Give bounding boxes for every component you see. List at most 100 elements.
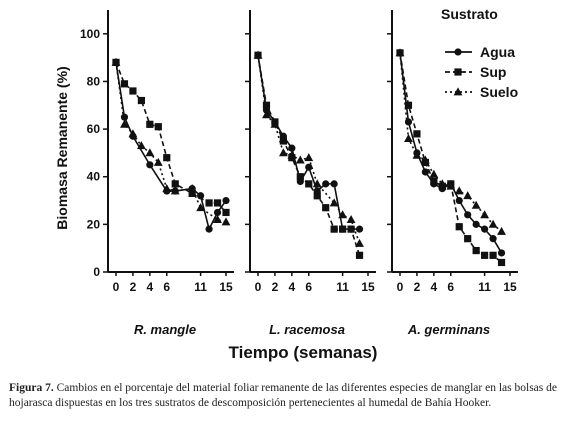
data-point: [322, 204, 330, 212]
y-tick-label: 60: [87, 122, 101, 136]
figure-caption: Figura 7. Cambios en el porcentaje del m…: [9, 381, 569, 411]
series-suelo: [111, 57, 231, 226]
data-point: [128, 129, 138, 138]
y-tick-label: 20: [87, 217, 101, 231]
x-tick-label: 4: [431, 280, 438, 294]
data-point: [355, 238, 364, 247]
x-tick-label: 0: [255, 280, 262, 294]
panel-3: 0 2 4 6 11 15 A. germinans: [387, 10, 518, 337]
y-tick-label: 40: [87, 170, 101, 184]
series-agua: [254, 51, 364, 233]
data-point: [454, 186, 464, 195]
data-point: [262, 101, 271, 109]
data-point: [222, 196, 230, 205]
x-axis-title: Tiempo (semanas): [229, 343, 378, 362]
data-point: [145, 148, 155, 157]
data-point: [480, 210, 490, 219]
series-agua: [396, 49, 506, 257]
data-point: [304, 153, 314, 162]
panel-title: R. mangle: [134, 322, 196, 337]
data-point: [472, 220, 480, 228]
data-point: [137, 96, 145, 105]
y-axis-title: Biomasa Remanente (%): [54, 66, 70, 229]
x-tick-label: 2: [130, 280, 137, 294]
data-point: [430, 177, 438, 186]
data-point: [171, 180, 179, 188]
series-agua: [112, 58, 230, 233]
data-point: [413, 130, 421, 138]
y-tick-label: 100: [80, 27, 100, 41]
data-point: [205, 199, 213, 207]
legend-entry-sup: Sup: [445, 64, 506, 80]
caption-label: Figura 7.: [9, 382, 54, 394]
x-tick-label: 11: [194, 280, 207, 294]
panel-2: 0 2 4 6 11 15 L. racemosa: [245, 10, 376, 337]
data-point: [338, 210, 348, 219]
data-point: [464, 211, 472, 219]
data-point: [322, 180, 330, 188]
x-tick-label: 15: [219, 280, 233, 294]
data-point: [129, 87, 137, 95]
y-tick-label: 80: [87, 74, 101, 88]
data-point: [187, 184, 197, 193]
x-tick-label: 6: [163, 280, 170, 294]
data-point: [347, 225, 355, 233]
data-point: [330, 225, 338, 233]
panel-title: A. germinans: [407, 322, 490, 337]
legend: Sustrato Agua Sup Suelo: [441, 6, 518, 100]
series-line: [257, 55, 360, 230]
x-tick-label: 11: [336, 280, 349, 294]
data-point: [153, 157, 163, 166]
data-point: [404, 101, 413, 109]
x-tick-label: 15: [361, 280, 375, 294]
data-point: [481, 251, 489, 259]
x-tick-label: 4: [289, 280, 296, 294]
x-tick-label: 15: [503, 280, 517, 294]
data-point: [497, 258, 506, 267]
x-tick-label: 2: [272, 280, 279, 294]
data-point: [163, 154, 171, 162]
data-point: [330, 180, 338, 188]
x-tick-label: 0: [397, 280, 404, 294]
series-suelo: [395, 48, 506, 235]
data-point: [437, 179, 447, 188]
legend-title: Sustrato: [441, 6, 498, 22]
data-point: [162, 184, 172, 193]
data-point: [355, 251, 364, 259]
data-point: [497, 249, 506, 257]
series-line: [115, 62, 227, 223]
data-point: [170, 186, 180, 195]
data-point: [455, 196, 463, 205]
data-point: [196, 203, 206, 212]
data-point: [404, 134, 413, 143]
data-point: [312, 179, 322, 188]
data-point: [278, 148, 288, 157]
legend-entry-agua: Agua: [445, 44, 515, 60]
data-point: [471, 200, 481, 209]
legend-entry-suelo: Suelo: [445, 84, 518, 100]
data-point: [120, 119, 129, 128]
data-point: [111, 57, 121, 66]
data-point: [489, 251, 497, 259]
x-tick-label: 11: [478, 280, 491, 294]
series-suelo: [253, 50, 364, 247]
data-point: [287, 150, 297, 159]
data-point: [305, 163, 313, 171]
data-point: [188, 189, 196, 197]
legend-label: Sup: [480, 64, 506, 80]
data-point: [146, 161, 154, 169]
data-point: [305, 180, 313, 188]
legend-marker: [453, 87, 463, 96]
data-point: [481, 225, 489, 233]
data-point: [463, 191, 473, 200]
data-point: [120, 80, 129, 88]
data-point: [213, 208, 222, 217]
data-point: [262, 110, 271, 119]
legend-label: Agua: [480, 44, 515, 60]
x-tick-label: 4: [147, 280, 154, 294]
legend-marker: [454, 48, 462, 56]
y-tick-label: 0: [93, 265, 100, 279]
data-point: [329, 198, 339, 207]
